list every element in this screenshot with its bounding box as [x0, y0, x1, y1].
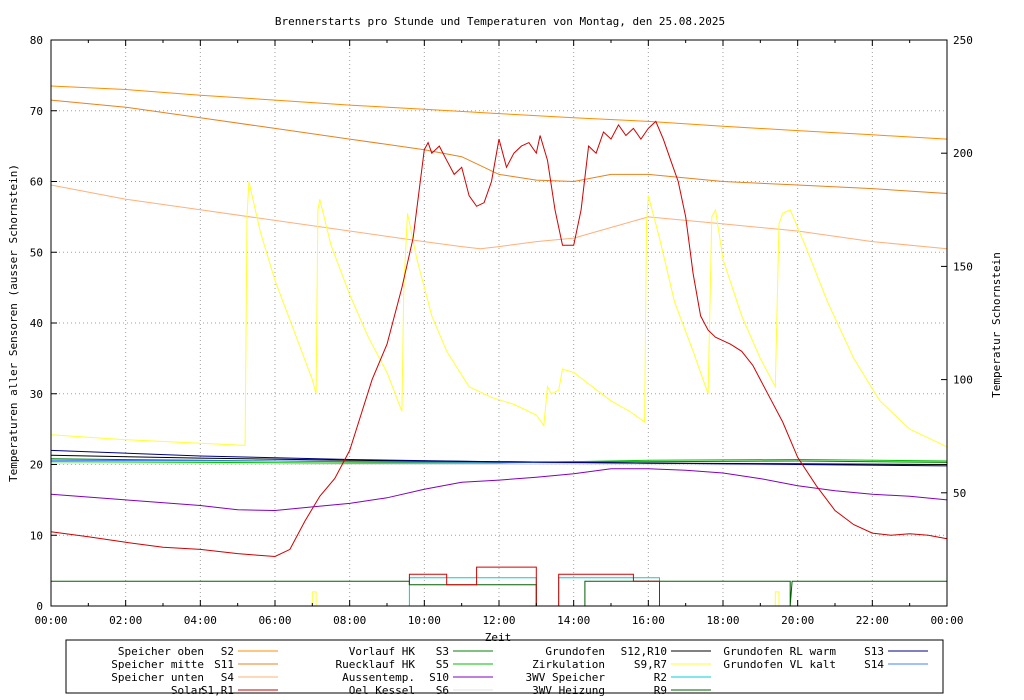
series-line: [50, 468, 948, 512]
series-line: [311, 591, 780, 607]
legend-label: Speicher unten: [111, 671, 204, 684]
series-line: [50, 99, 948, 194]
legend-label: Zirkulation: [532, 658, 605, 671]
legend-label: Speicher oben: [118, 645, 204, 658]
y2-tick-label: 200: [953, 147, 973, 160]
x-tick-label: 00:00: [34, 614, 67, 627]
legend-label: Oel Kessel: [349, 684, 415, 697]
series-line: [50, 181, 948, 448]
legend-label: Solar: [171, 684, 204, 697]
legend-label: 3WV Speicher: [526, 671, 606, 684]
x-tick-label: 10:00: [408, 614, 441, 627]
legend-code: S1,R1: [201, 684, 234, 697]
legend-label: Grundofen RL warm: [723, 645, 836, 658]
legend: Speicher oben S2 Speicher mitte S11 Speicher…: [111, 645, 928, 697]
legend-code: S5: [436, 658, 449, 671]
legend-label: 3WV Heizung: [532, 684, 605, 697]
y-tick-label: 0: [36, 600, 43, 613]
legend-code: R9: [654, 684, 667, 697]
x-tick-label: 20:00: [781, 614, 814, 627]
axis-ticks: 00:00 02:00 04:00 06:00 08:00 10:00 12:00 14:00…: [30, 34, 973, 627]
y-tick-label: 50: [30, 246, 43, 259]
y2-tick-label: 150: [953, 260, 973, 273]
x-tick-label: 12:00: [482, 614, 515, 627]
y-axis-label: Temperaturen aller Sensoren (ausser Scho…: [7, 164, 20, 482]
legend-label: Vorlauf HK: [349, 645, 416, 658]
legend-label: Aussentemp.: [342, 671, 415, 684]
legend-label: Ruecklauf HK: [336, 658, 416, 671]
series-line: [408, 566, 660, 607]
x-tick-label: 08:00: [333, 614, 366, 627]
legend-box: [65, 639, 944, 694]
series-line: [50, 85, 948, 140]
y2-axis-label: Temperatur Schornstein: [990, 252, 1003, 398]
legend-code: S9,R7: [634, 658, 667, 671]
legend-label: Grundofen: [545, 645, 605, 658]
x-tick-label: 16:00: [632, 614, 665, 627]
y-tick-label: 20: [30, 459, 43, 472]
legend-code: S14: [864, 658, 884, 671]
x-tick-label: 00:00: [930, 614, 963, 627]
y-tick-label: 80: [30, 34, 43, 47]
legend-code: S3: [436, 645, 449, 658]
x-tick-label: 06:00: [258, 614, 291, 627]
legend-code: R2: [654, 671, 667, 684]
legend-label: Grundofen VL kalt: [723, 658, 836, 671]
series-line: [50, 458, 948, 464]
legend-code: S10: [429, 671, 449, 684]
y-tick-label: 10: [30, 529, 43, 542]
x-tick-label: 04:00: [184, 614, 217, 627]
x-tick-label: 02:00: [109, 614, 142, 627]
series-line: [50, 184, 948, 250]
series-line: [50, 449, 948, 467]
x-axis-label: Zeit: [485, 631, 512, 644]
y-tick-label: 30: [30, 388, 43, 401]
legend-code: S4: [221, 671, 235, 684]
legend-code: S12,R10: [621, 645, 667, 658]
legend-code: S6: [436, 684, 449, 697]
y2-tick-label: 250: [953, 34, 973, 47]
y-tick-label: 70: [30, 105, 43, 118]
legend-code: S13: [864, 645, 884, 658]
legend-code: S2: [221, 645, 234, 658]
grid: [51, 40, 947, 606]
x-tick-label: 18:00: [706, 614, 739, 627]
y-tick-label: 40: [30, 317, 43, 330]
chart-title: Brennerstarts pro Stunde und Temperature…: [275, 15, 725, 28]
y2-tick-label: 100: [953, 374, 973, 387]
x-tick-label: 22:00: [856, 614, 889, 627]
legend-label: Speicher mitte: [111, 658, 204, 671]
series-line: [50, 120, 948, 558]
y2-tick-label: 50: [953, 487, 966, 500]
y-tick-label: 60: [30, 176, 43, 189]
x-tick-label: 14:00: [557, 614, 590, 627]
legend-code: S11: [214, 658, 234, 671]
